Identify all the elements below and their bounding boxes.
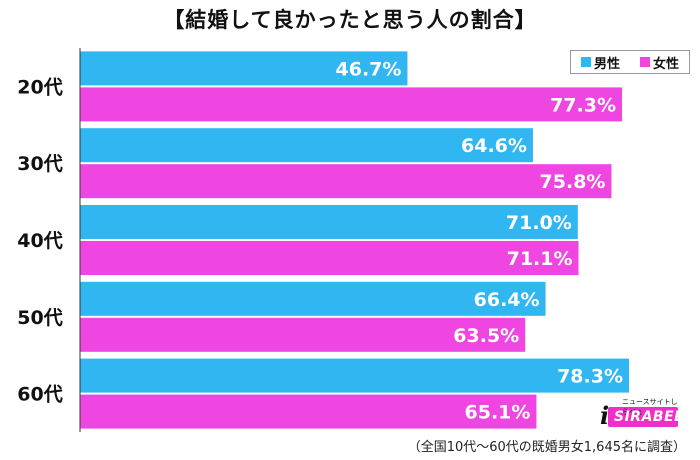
value-label-male: 66.4% bbox=[474, 289, 540, 311]
value-label-female: 63.5% bbox=[453, 325, 519, 347]
logo-text: SIRABEE bbox=[614, 409, 685, 425]
value-label-male: 78.3% bbox=[557, 366, 623, 388]
bar-male bbox=[80, 128, 533, 163]
logo-background bbox=[608, 407, 678, 427]
value-label-female: 77.3% bbox=[550, 94, 616, 116]
logo-subtitle: ニュースサイトしらべぇ bbox=[622, 398, 678, 416]
bar-female bbox=[80, 317, 526, 352]
category-label: 30代 bbox=[17, 153, 62, 175]
legend-item-female: 女性 bbox=[639, 53, 679, 72]
category-label: 40代 bbox=[17, 230, 62, 252]
bar-female bbox=[80, 164, 612, 199]
bar-female bbox=[80, 394, 537, 429]
survey-note: （全国10代～60代の既婚男女1,645名に調査） bbox=[407, 440, 686, 455]
legend-label-male: 男性 bbox=[593, 56, 620, 72]
value-label-female: 75.8% bbox=[540, 171, 606, 193]
category-label: 20代 bbox=[17, 76, 62, 98]
legend-item-male: 男性 bbox=[580, 53, 620, 72]
bar-male bbox=[80, 358, 629, 393]
bar-female bbox=[80, 241, 579, 275]
chart-title: 【結婚して良かったと思う人の割合】 bbox=[163, 8, 537, 32]
sirabee-logo: i ニュースサイトしらべぇ SIRABEE bbox=[600, 398, 685, 430]
legend-swatch-female bbox=[639, 57, 650, 67]
value-label-male: 46.7% bbox=[336, 58, 402, 80]
bar-male bbox=[80, 51, 408, 86]
bar-male bbox=[80, 205, 578, 239]
value-label-male: 64.6% bbox=[461, 135, 527, 157]
legend-swatch-male bbox=[580, 57, 591, 67]
category-label: 50代 bbox=[17, 307, 62, 329]
value-label-female: 65.1% bbox=[465, 402, 531, 424]
bar-female bbox=[80, 87, 622, 122]
legend-label-female: 女性 bbox=[652, 56, 679, 72]
bar-male bbox=[80, 281, 546, 316]
logo-i-mark: i bbox=[600, 401, 610, 430]
legend: 男性 女性 bbox=[570, 50, 690, 74]
value-label-female: 71.1% bbox=[507, 248, 573, 270]
category-label: 60代 bbox=[17, 384, 62, 406]
value-label-male: 71.0% bbox=[506, 212, 572, 234]
